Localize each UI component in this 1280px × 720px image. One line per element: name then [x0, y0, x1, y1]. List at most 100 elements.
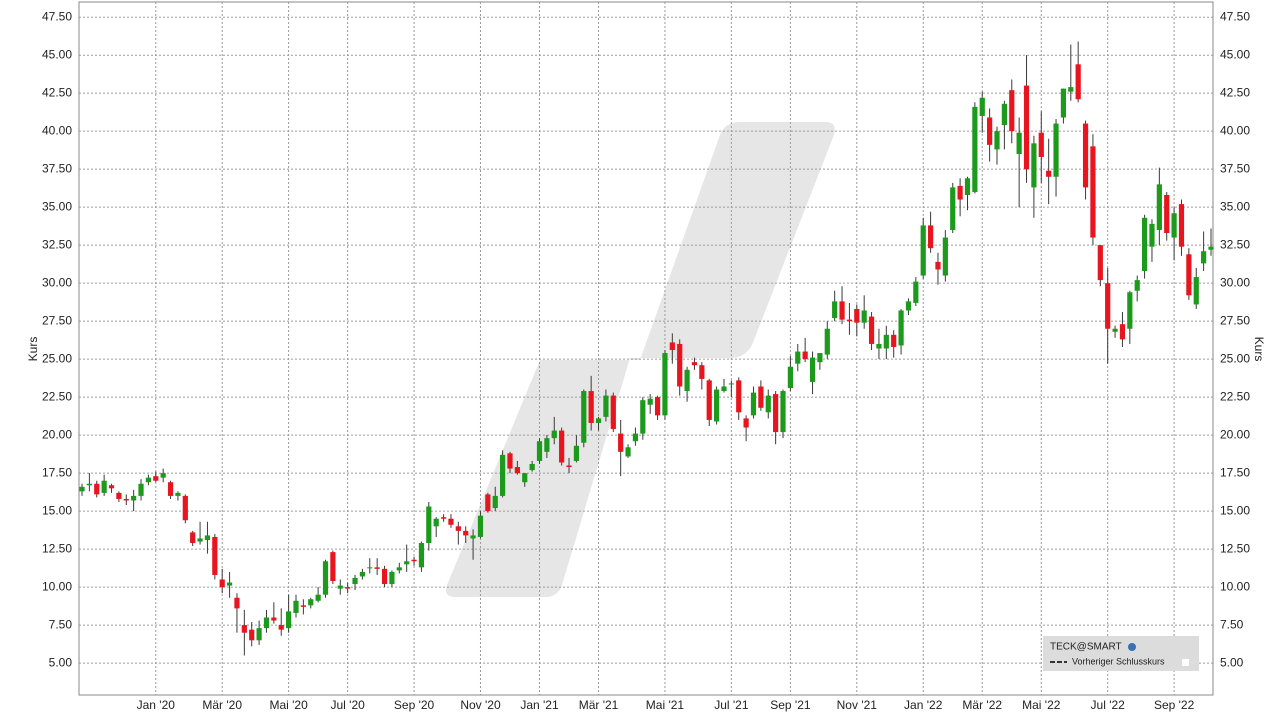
- candle-body: [787, 366, 793, 389]
- candle-body: [1201, 251, 1207, 264]
- y-tick-label: 37.50: [42, 161, 72, 175]
- y2-tick-label: 12.50: [1220, 541, 1250, 555]
- candle-body: [987, 117, 993, 145]
- candle-body: [964, 178, 971, 196]
- candle-body: [581, 391, 587, 443]
- x-tick-label: Sep '21: [770, 698, 811, 712]
- candle-body: [544, 438, 550, 452]
- candle-body: [345, 587, 351, 589]
- candle-body: [359, 571, 366, 577]
- x-tick-label: Sep '20: [394, 698, 435, 712]
- y2-tick-label: 47.50: [1220, 9, 1250, 23]
- candle-body: [440, 517, 447, 519]
- y-tick-label: 20.00: [42, 427, 72, 441]
- candle-body: [559, 430, 565, 463]
- candle-body: [396, 567, 402, 571]
- candle-body: [1193, 277, 1199, 305]
- candle-body: [145, 477, 152, 483]
- candle-body: [308, 599, 314, 606]
- candle-body: [226, 582, 233, 586]
- candle-body: [219, 579, 225, 588]
- x-tick-label: Jan '21: [520, 698, 559, 712]
- x-tick-label: Sep '22: [1154, 698, 1195, 712]
- candle-body: [1060, 88, 1067, 118]
- y-tick-label: 25.00: [42, 351, 72, 365]
- candle-body: [1082, 123, 1089, 188]
- y-tick-label: 35.00: [42, 199, 72, 213]
- candle-body: [1171, 213, 1177, 238]
- candle-body: [212, 536, 218, 575]
- y-tick-label: 22.50: [42, 389, 72, 403]
- candle-body: [204, 535, 211, 540]
- candle-body: [249, 629, 255, 641]
- candle-body: [677, 343, 683, 387]
- candle-body: [699, 365, 705, 379]
- legend-entry: Vorheriger Schlusskurs: [1072, 656, 1165, 666]
- candle-body: [728, 383, 734, 385]
- candle-body: [1023, 85, 1030, 170]
- watermark: [446, 122, 835, 597]
- y2-tick-label: 22.50: [1220, 389, 1250, 403]
- candle-body: [278, 625, 284, 630]
- candle-body: [485, 494, 491, 512]
- x-tick-label: Jul '22: [1091, 698, 1126, 712]
- candle-body: [824, 328, 830, 355]
- candle-body: [300, 605, 306, 607]
- candle-body: [1097, 245, 1103, 281]
- x-tick-label: Jan '22: [904, 698, 943, 712]
- y-tick-label: 30.00: [42, 275, 72, 289]
- y-tick-label: 15.00: [42, 503, 72, 517]
- candle-body: [175, 492, 181, 496]
- y-tick-label: 45.00: [42, 47, 72, 61]
- candle-body: [433, 518, 439, 527]
- candle-body: [1156, 184, 1162, 230]
- candle-body: [381, 568, 388, 585]
- candle-body: [780, 391, 786, 433]
- candle-body: [1105, 283, 1111, 329]
- candle-body: [123, 498, 129, 501]
- y2-tick-label: 42.50: [1220, 85, 1250, 99]
- candle-body: [950, 187, 956, 230]
- candle-body: [492, 495, 498, 509]
- candle-body: [470, 535, 476, 539]
- candle-body: [374, 567, 380, 569]
- y2-tick-label: 20.00: [1220, 427, 1250, 441]
- candle-body: [920, 225, 926, 276]
- candle-body: [286, 611, 292, 629]
- candle-body: [190, 532, 196, 544]
- candle-body: [802, 351, 808, 360]
- candle-body: [979, 97, 985, 116]
- candle-body: [352, 577, 358, 585]
- y2-tick-label: 10.00: [1220, 579, 1250, 593]
- candle-body: [514, 467, 520, 474]
- legend-checkbox[interactable]: [1182, 659, 1189, 666]
- candle-body: [817, 353, 823, 363]
- candle-body: [957, 185, 963, 200]
- candle-body: [1068, 87, 1074, 92]
- candle-body: [669, 342, 675, 351]
- candle-body: [654, 397, 661, 416]
- candle-body: [337, 585, 343, 589]
- x-tick-label: Jul '20: [330, 698, 365, 712]
- candle-body: [529, 464, 535, 471]
- candle-body: [736, 380, 742, 413]
- candle-body: [714, 389, 720, 422]
- candle-body: [573, 445, 579, 461]
- y2-tick-label: 30.00: [1220, 275, 1250, 289]
- candle-body: [854, 308, 860, 323]
- candle-body: [861, 310, 867, 323]
- candle-body: [1001, 103, 1007, 126]
- y-tick-label: 10.00: [42, 579, 72, 593]
- candle-body: [994, 131, 1000, 150]
- candle-body: [241, 625, 247, 633]
- candle-body: [131, 495, 137, 501]
- candle-body: [1112, 328, 1118, 332]
- candle-body: [1038, 132, 1044, 158]
- candle-body: [256, 628, 262, 641]
- y2-tick-label: 25.00: [1220, 351, 1250, 365]
- candle-body: [234, 597, 240, 609]
- candle-body: [846, 319, 853, 322]
- candle-body: [1186, 254, 1192, 296]
- candle-body: [271, 617, 277, 621]
